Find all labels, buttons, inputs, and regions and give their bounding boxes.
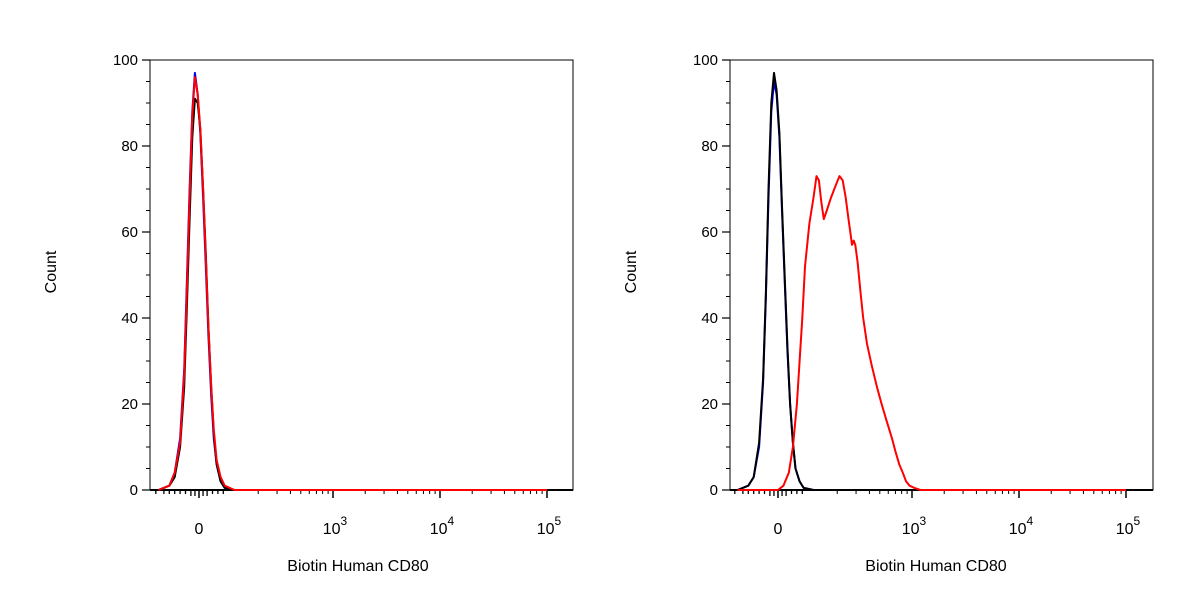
x-tick-exponent: 5: [555, 514, 562, 528]
y-tick-label: 100: [113, 52, 138, 69]
y-axis-label: Count: [623, 250, 640, 293]
x-tick-label: 0: [195, 521, 204, 538]
y-tick-label: 80: [701, 138, 718, 155]
x-tick-label: 104: [1009, 514, 1034, 538]
x-tick-base: 10: [323, 521, 341, 538]
y-tick-label: 60: [701, 224, 718, 241]
x-axis: 0 103 104 105: [730, 489, 1153, 538]
x-axis: 0 103 104 105: [150, 489, 573, 538]
x-tick-base: 10: [430, 521, 448, 538]
y-tick-label: 20: [121, 396, 138, 413]
series-line-1: [737, 71, 1126, 491]
y-tick-label: 20: [701, 396, 718, 413]
series-group: [158, 71, 547, 491]
x-tick-exponent: 5: [1134, 514, 1141, 528]
y-tick-label: 40: [701, 310, 718, 327]
y-tick-label: 0: [130, 482, 138, 499]
x-axis-label: Biotin Human CD80: [865, 558, 1007, 575]
y-tick-label: 40: [121, 310, 138, 327]
x-tick-base: 10: [537, 521, 555, 538]
y-tick-label: 60: [121, 224, 138, 241]
x-tick-base: 10: [1009, 521, 1027, 538]
x-tick-base: 10: [1116, 521, 1134, 538]
series-line-2: [158, 76, 547, 491]
y-tick-label: 100: [693, 52, 718, 69]
x-axis-label: Biotin Human CD80: [287, 558, 429, 575]
x-tick-label: 103: [902, 514, 927, 538]
y-tick-label: 80: [121, 138, 138, 155]
x-tick-label: 0: [774, 521, 783, 538]
x-tick-base: 0: [195, 521, 204, 538]
series-group: [737, 71, 1126, 491]
x-tick-label: 104: [430, 514, 455, 538]
y-axis: 0 20 40 60 80 100: [113, 52, 150, 499]
x-tick-exponent: 4: [1027, 514, 1034, 528]
y-tick-label: 0: [710, 482, 718, 499]
x-tick-base: 0: [774, 521, 783, 538]
x-tick-label: 105: [537, 514, 562, 538]
x-tick-label: 105: [1116, 514, 1141, 538]
series-line-1: [158, 97, 547, 491]
series-line-0: [737, 80, 1126, 491]
y-axis: 0 20 40 60 80 100: [693, 52, 730, 499]
x-tick-label: 103: [323, 514, 348, 538]
y-axis-label: Count: [43, 250, 60, 293]
plot-frame: [729, 59, 1154, 491]
series-line-2: [737, 175, 1126, 491]
x-tick-exponent: 4: [448, 514, 455, 528]
series-line-0: [158, 71, 547, 491]
x-tick-base: 10: [902, 521, 920, 538]
x-tick-exponent: 3: [341, 514, 348, 528]
x-tick-exponent: 3: [920, 514, 927, 528]
